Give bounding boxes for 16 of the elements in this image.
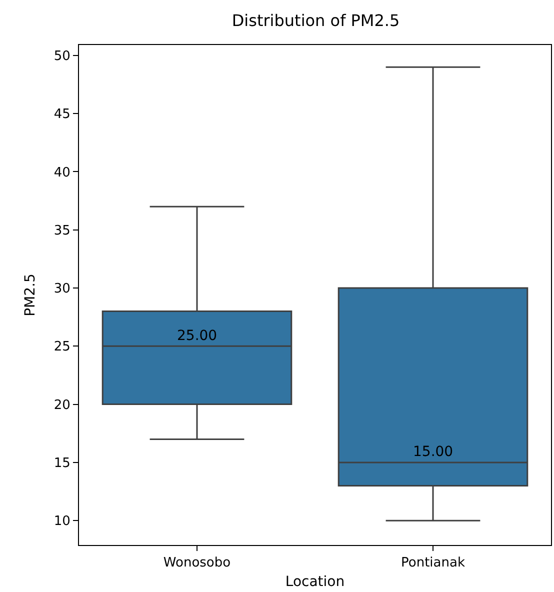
y-tick-label: 40	[54, 165, 70, 180]
x-axis-title: Location	[285, 574, 345, 590]
y-tick-label: 15	[54, 456, 70, 471]
y-tick-label: 10	[54, 514, 70, 530]
y-tick-label: 20	[54, 398, 70, 413]
y-tick-label: 35	[54, 223, 70, 238]
y-axis-title: PM2.5	[22, 274, 38, 316]
chart-title: Distribution of PM2.5	[232, 11, 400, 30]
y-tick-label: 45	[54, 107, 70, 122]
x-tick-label: Wonosobo	[163, 556, 231, 571]
text: 15.00	[413, 444, 454, 460]
y-tick-label: 30	[54, 282, 70, 297]
text: 25.00	[177, 328, 218, 344]
y-tick-label: 50	[54, 49, 70, 64]
y-tick-label: 25	[54, 340, 70, 355]
x-tick-label: Pontianak	[401, 556, 466, 571]
